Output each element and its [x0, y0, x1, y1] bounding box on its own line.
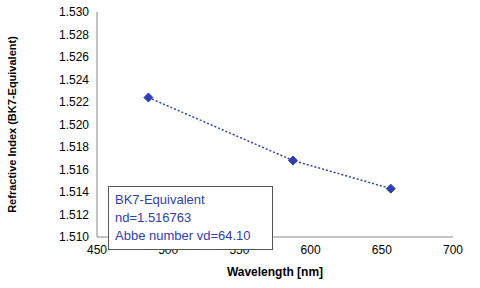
- svg-text:Refractive Index (BK7-Equivale: Refractive Index (BK7-Equivalent): [8, 36, 18, 213]
- svg-text:1.524: 1.524: [59, 73, 89, 87]
- svg-text:1.518: 1.518: [59, 140, 89, 154]
- svg-text:700: 700: [443, 243, 463, 257]
- svg-text:1.516: 1.516: [59, 163, 89, 177]
- svg-text:Wavelength [nm]: Wavelength [nm]: [227, 265, 323, 279]
- svg-text:600: 600: [301, 243, 321, 257]
- svg-text:1.522: 1.522: [59, 95, 89, 109]
- html-text:BK7-Equivalent: BK7-Equivalent: [115, 192, 205, 207]
- svg-text:1.520: 1.520: [59, 118, 89, 132]
- svg-text:1.526: 1.526: [59, 50, 89, 64]
- html-text:Abbe number vd=64.10: Abbe number vd=64.10: [115, 228, 251, 243]
- svg-text:1.512: 1.512: [59, 208, 89, 222]
- svg-text:650: 650: [372, 243, 392, 257]
- svg-text:1.510: 1.510: [59, 230, 89, 244]
- svg-text:1.528: 1.528: [59, 28, 89, 42]
- svg-text:1.514: 1.514: [59, 185, 89, 199]
- svg-text:450: 450: [87, 243, 107, 257]
- html-text:nd=1.516763: nd=1.516763: [115, 210, 192, 225]
- svg-text:1.530: 1.530: [59, 5, 89, 19]
